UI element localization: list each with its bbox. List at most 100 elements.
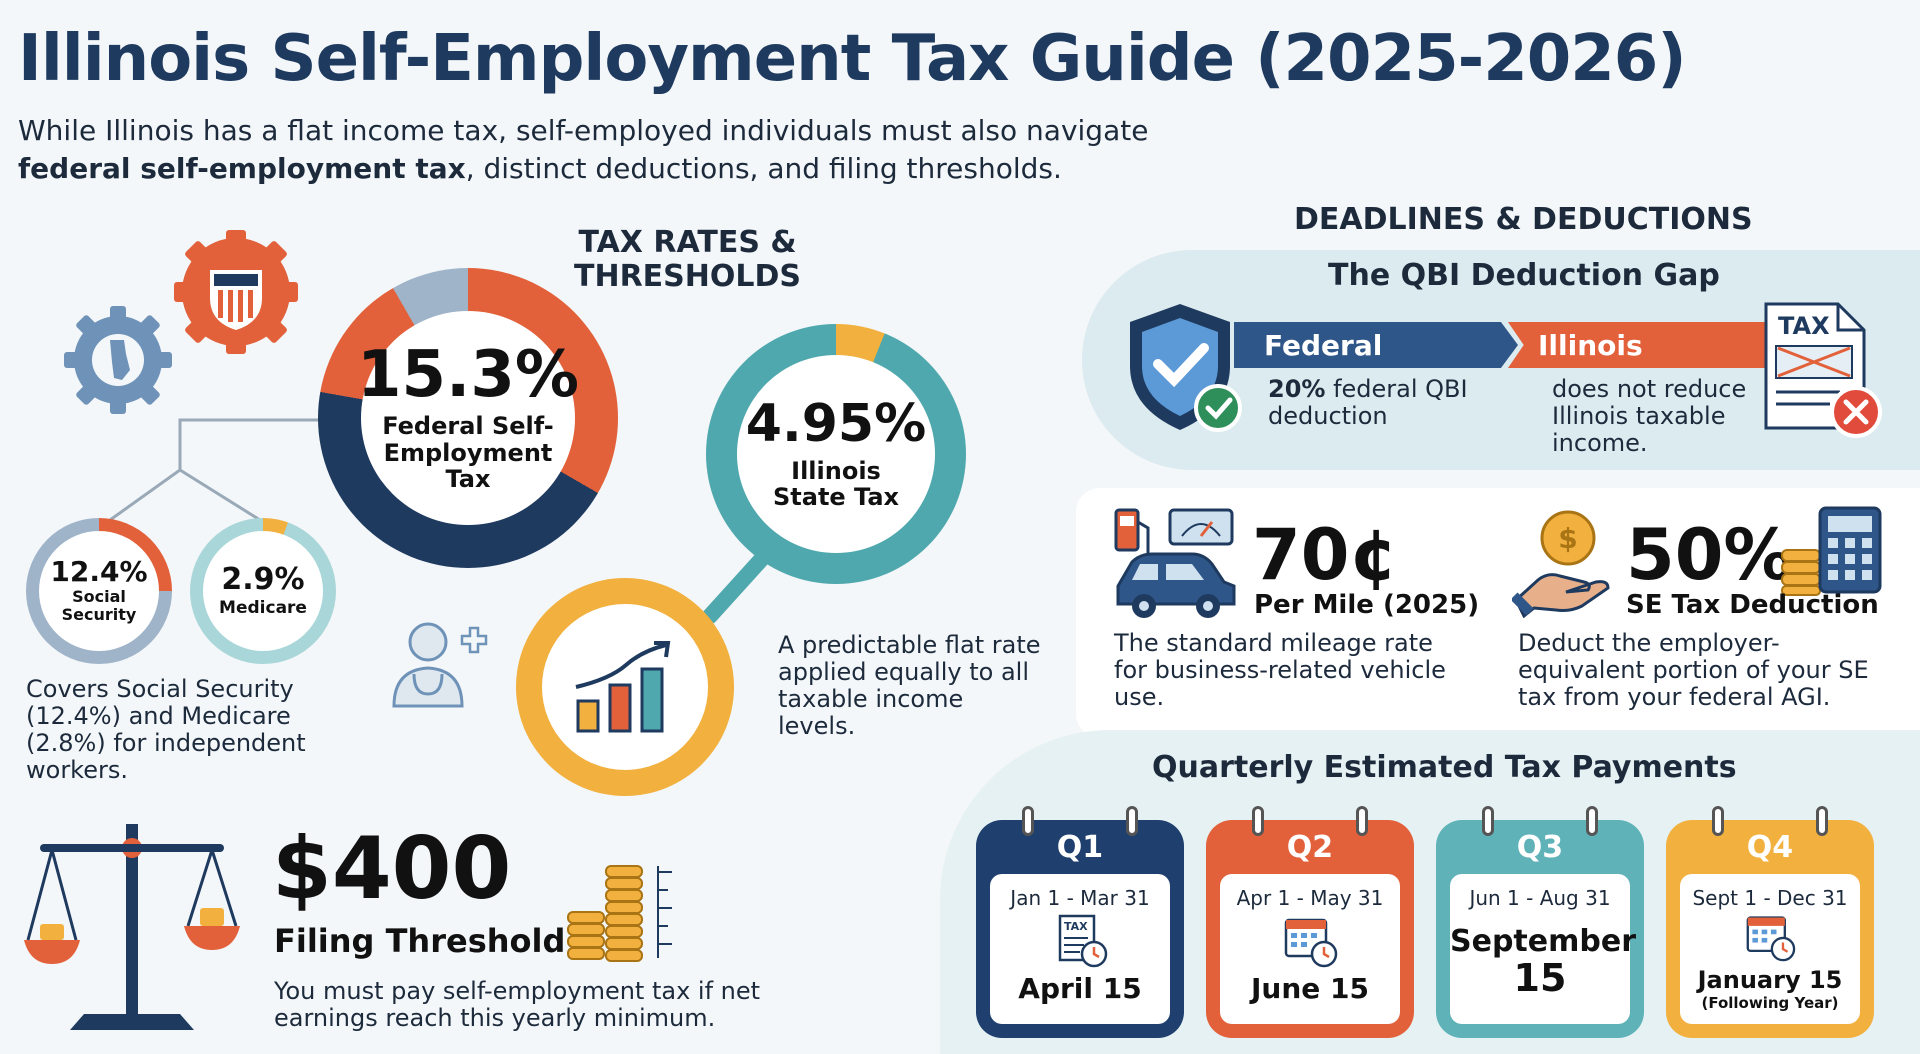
mileage-note: The standard mileage rate for business-r… [1114,629,1446,711]
quarter-label: Q4 [1746,830,1794,865]
qbi-heading: The QBI Deduction Gap [1328,258,1720,293]
quarter-card-q1: Q1 Jan 1 - Mar 31 TAX April 15 [976,806,1184,1038]
growth-chart-inner [542,604,708,770]
scales-icon [24,824,240,1030]
social-security-inner: 12.4% Social Security [39,531,159,651]
quarter-due-note: (Following Year) [1701,994,1839,1012]
connector-lines [109,418,320,522]
threshold-label: Filing Threshold [274,922,566,960]
federal-se-tax-label: Federal Self- Employment Tax [382,412,554,494]
ss-label-2: Security [61,605,137,624]
rates-heading: TAX RATES & THRESHOLDS [574,226,801,294]
tax-document-icon: TAX [1764,302,1882,438]
federal-qbi-text: 20% federal QBI deduction [1268,376,1478,430]
quarter-label: Q2 [1286,830,1334,865]
mileage-value: 70¢ [1252,514,1399,596]
illinois-tax-inner: 4.95% Illinois State Tax [737,355,935,553]
threshold-note: You must pay self-employment tax if net … [274,977,761,1032]
rates-heading-line-1: TAX RATES & [578,225,797,260]
federal-qbi-rest: federal QBI deduction [1268,375,1468,430]
deductions-heading: DEADLINES & DEDUCTIONS [1294,202,1753,237]
quarter-range: Jun 1 - Aug 31 [1469,886,1611,910]
se-deduction-value: 50% [1626,514,1794,596]
quarter-card-q4: Q4 Sept 1 - Dec 31 January 15 (Following… [1666,806,1874,1038]
bar-chart-icon [575,641,671,733]
medicare-ring: 2.9% Medicare [190,518,336,664]
illinois-tax-value: 4.95% [745,393,927,454]
illinois-bar-label: Illinois [1538,328,1643,362]
federal-label-3: Tax [445,465,491,494]
quarter-card-q3: Q3 Jun 1 - Aug 31 September 15 [1436,806,1644,1038]
growth-chart-badge [516,578,734,796]
calculator-coins-icon [1781,506,1882,596]
federal-bar-label: Federal [1264,328,1383,362]
quarter-body: Sept 1 - Dec 31 January 15 (Following Ye… [1680,874,1860,1024]
quarter-body: Apr 1 - May 31 June 15 [1220,874,1400,1024]
illinois-note: A predictable flat rate applied equally … [778,631,1041,740]
coins-icon [567,865,672,962]
quarter-due-line-2: 15 [1513,956,1567,1000]
federal-label-1: Federal Self- [382,412,554,441]
quarter-label: Q3 [1516,830,1564,865]
illinois-bar: Illinois [1508,322,1770,368]
ss-label-1: Social [72,587,126,607]
social-security-label: Social Security [62,588,137,623]
threshold-value: $400 [272,819,512,919]
calendar-clock-icon [1284,918,1338,968]
illinois-label-1: Illinois [791,456,881,485]
medicare-label: Medicare [219,597,307,618]
intro-line-1: While Illinois has a flat income tax, se… [18,114,1149,147]
calendar-ring [1126,806,1138,836]
intro-rest: , distinct deductions, and filing thresh… [465,152,1062,185]
federal-se-tax-inner: 15.3% Federal Self- Employment Tax [357,311,579,525]
svg-text:$: $ [1558,522,1577,555]
se-deduction-label: SE Tax Deduction [1626,590,1879,620]
illinois-tax-ring: 4.95% Illinois State Tax [706,324,966,584]
doctor-icon [392,622,488,708]
gears-icon [64,230,298,414]
quarter-due-date: June 15 [1251,972,1369,1005]
calendar-ring [1712,806,1724,836]
tax-form-clock-icon: TAX [1058,914,1108,968]
calendar-ring [1482,806,1494,836]
federal-se-tax-value: 15.3% [356,338,580,413]
illinois-tax-label: Illinois State Tax [772,456,899,511]
tax-document-text: TAX [1778,312,1830,340]
intro-text: While Illinois has a flat income tax, se… [18,112,1218,188]
calendar-clock-icon [1746,916,1796,962]
quarter-due-date: September 15 [1450,924,1636,1000]
federal-label-2: Employment [383,438,553,467]
quarter-due-line-1: September [1450,924,1636,959]
quarter-due-date: April 15 [1018,972,1142,1005]
federal-note: Covers Social Security (12.4%) and Medic… [26,675,306,784]
magnifier-handle [702,546,776,624]
quarterly-heading: Quarterly Estimated Tax Payments [1152,750,1737,785]
mileage-label: Per Mile (2025) [1254,590,1480,620]
calendar-ring [1586,806,1598,836]
shield-check-icon [1130,304,1242,432]
se-deduction-note: Deduct the employer-equivalent portion o… [1518,629,1869,711]
hand-coin-icon: $ [1512,510,1610,618]
intro-bold: federal self-employment tax [18,152,466,185]
medicare-inner: 2.9% Medicare [203,531,323,651]
illinois-label-2: State Tax [772,483,899,511]
quarter-due-date: January 15 [1697,966,1843,994]
social-security-value: 12.4% [50,555,148,589]
calendar-ring [1356,806,1368,836]
federal-bar: Federal [1234,322,1518,368]
quarter-card-q2: Q2 Apr 1 - May 31 June 15 [1206,806,1414,1038]
page-title: Illinois Self-Employment Tax Guide (2025… [18,22,1687,96]
illinois-qbi-text: does not reduce Illinois taxable income. [1552,375,1747,457]
quarter-range: Sept 1 - Dec 31 [1692,886,1848,910]
intro-line-2: federal self-employment tax, distinct de… [18,150,1218,188]
federal-se-tax-ring: 15.3% Federal Self- Employment Tax [318,268,618,568]
rates-heading-line-2: THRESHOLDS [574,259,802,294]
tax-form-text: TAX [1064,920,1088,933]
quarter-label: Q1 [1056,830,1104,865]
quarter-range: Jan 1 - Mar 31 [1010,886,1150,910]
quarter-range: Apr 1 - May 31 [1236,886,1384,910]
medicare-value: 2.9% [221,561,305,597]
calendar-ring [1252,806,1264,836]
quarter-body: Jan 1 - Mar 31 TAX April 15 [990,874,1170,1024]
quarter-body: Jun 1 - Aug 31 September 15 [1450,874,1636,1024]
